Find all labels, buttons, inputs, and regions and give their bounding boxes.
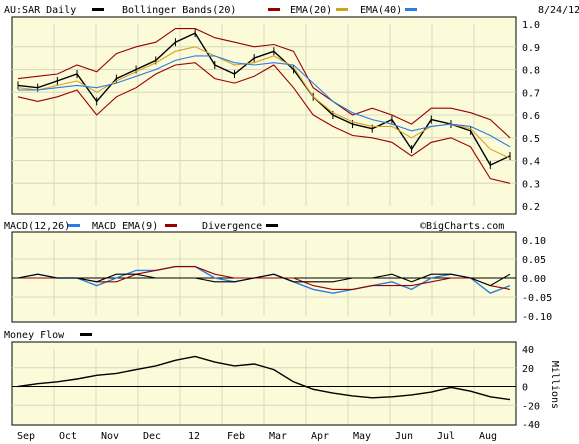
legend-swatch-macd-ema (165, 224, 177, 227)
y-tick-label: 0.8 (522, 66, 540, 77)
x-tick-label: Sep (17, 431, 35, 442)
legend-bollinger-label: Bollinger Bands(20) (122, 5, 236, 16)
x-tick-label: Apr (311, 431, 329, 442)
x-tick-label: Feb (227, 431, 245, 442)
series-line-money-flow-0 (17, 355, 511, 401)
legend-swatch-ema40 (405, 8, 417, 11)
x-tick-label: Dec (143, 431, 161, 442)
macd-legend: MACD(12,26) MACD EMA(9) Divergence ©BigC… (4, 221, 504, 232)
legend-swatch-ema20 (336, 8, 348, 11)
y-tick-label: 40 (522, 345, 534, 356)
x-tick-label: Nov (101, 431, 119, 442)
y-tick-label: 20 (522, 364, 534, 375)
y-tick-label: 0.00 (522, 274, 546, 285)
y-tick-label: 1.0 (522, 20, 540, 31)
money-flow-legend: Money Flow (4, 330, 92, 341)
y-tick-label: 0.2 (522, 202, 540, 213)
series-line-ema-20-3 (17, 46, 511, 159)
legend-swatch-price (92, 8, 104, 11)
series-line-bollinger-bands-20-2 (17, 62, 511, 184)
x-tick-label: May (353, 431, 371, 442)
y-tick-label: -0.10 (522, 312, 552, 323)
y-tick-label: 0.3 (522, 179, 540, 190)
x-tick-label: Mar (269, 431, 287, 442)
y-tick-label: 0.10 (522, 236, 546, 247)
y-tick-label: 0 (522, 383, 528, 394)
divergence-legend-label: Divergence (202, 221, 262, 232)
legend-swatch-divergence (266, 224, 278, 227)
ticker-title: AU:SAR Daily (4, 5, 76, 16)
series-line-divergence-2 (17, 273, 511, 287)
y-tick-label: 0.05 (522, 255, 546, 266)
legend-ema40-label: EMA(40) (360, 5, 402, 16)
money-flow-ylabel: Millions (549, 361, 560, 409)
x-tick-label: Jun (395, 431, 413, 442)
y-tick-label: -40 (522, 420, 540, 431)
series-line-au-sar-daily-0 (17, 32, 511, 167)
y-tick-label: 0.4 (522, 157, 540, 168)
price-legend: AU:SAR Daily Bollinger Bands(20) EMA(20)… (4, 5, 579, 16)
macd-plot: 0.10 0.05 0.00 -0.05 -0.10 (12, 236, 552, 323)
chart-date: 8/24/12 (538, 5, 579, 16)
x-tick-label: Aug (479, 431, 497, 442)
x-tick-label: Jul (437, 431, 455, 442)
x-tick-label: 12 (188, 431, 200, 442)
legend-swatch-money-flow (80, 333, 92, 336)
legend-swatch-bollinger (268, 8, 280, 11)
x-tick-label: Oct (59, 431, 77, 442)
macd-ema-legend-label: MACD EMA(9) (92, 221, 158, 232)
money-flow-plot: 40 20 0 -20 -40 (12, 345, 540, 431)
y-tick-label: 0.9 (522, 43, 540, 54)
macd-legend-label: MACD(12,26) (4, 221, 70, 232)
y-tick-label: 0.7 (522, 88, 540, 99)
y-tick-label: -0.05 (522, 293, 552, 304)
y-tick-label: 0.5 (522, 134, 540, 145)
y-tick-label: 0.6 (522, 111, 540, 122)
series-line-macd-ema-9-1 (18, 266, 511, 290)
legend-swatch-macd (68, 224, 80, 227)
price-plot: 1.0 0.9 0.8 0.7 0.6 0.5 0.4 0.3 0.2 (12, 20, 540, 213)
legend-ema20-label: EMA(20) (290, 5, 332, 16)
money-flow-legend-label: Money Flow (4, 330, 65, 341)
bigcharts-watermark: ©BigCharts.com (420, 221, 504, 232)
y-tick-label: -20 (522, 401, 540, 412)
series-line-bollinger-bands-20-1 (17, 28, 511, 139)
series-line-ema-40-4 (18, 55, 511, 148)
x-axis: Sep Oct Nov Dec 12 Feb Mar Apr May Jun Jul Aug (17, 431, 497, 442)
